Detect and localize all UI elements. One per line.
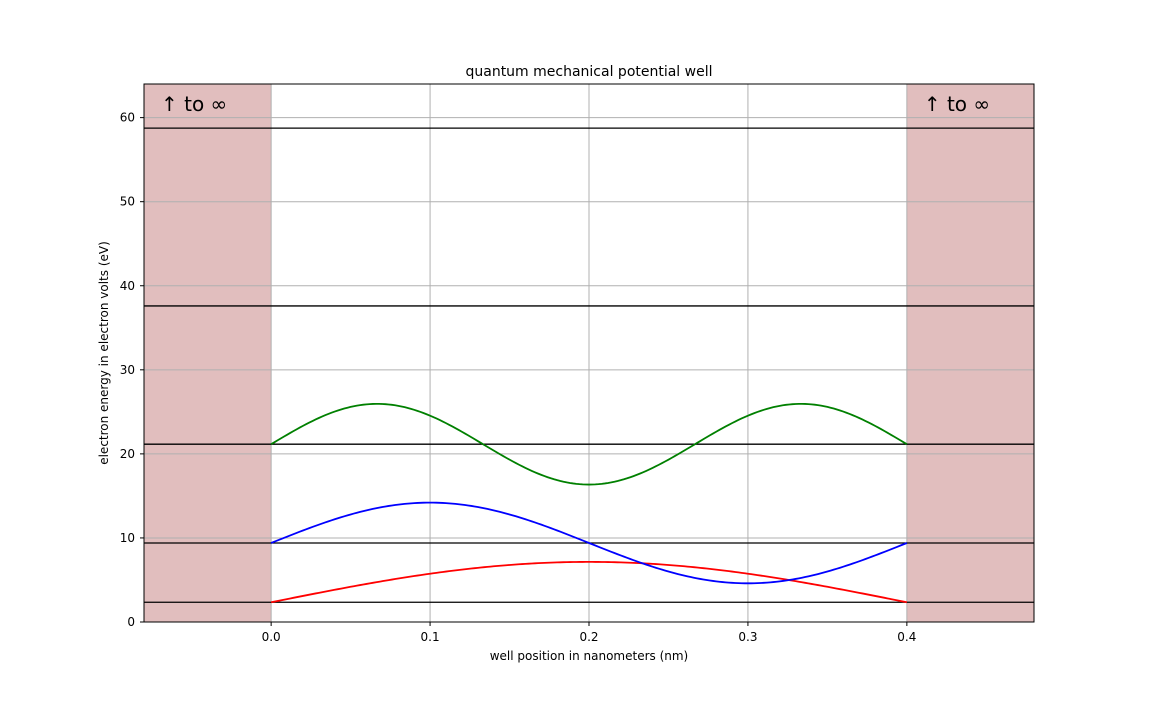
left-wall-label: ↑ to ∞ bbox=[161, 92, 227, 116]
y-tick-label: 0 bbox=[127, 615, 135, 629]
wavefunction-n1 bbox=[270, 561, 908, 604]
wavefunction-n2 bbox=[270, 501, 908, 585]
wavefunction-n3 bbox=[270, 402, 908, 486]
y-tick-label: 30 bbox=[120, 363, 135, 377]
y-tick-label: 50 bbox=[120, 195, 135, 209]
x-axis-label: well position in nanometers (nm) bbox=[490, 649, 689, 663]
x-tick-label: 0.3 bbox=[738, 630, 757, 644]
right-wall-label: ↑ to ∞ bbox=[924, 92, 990, 116]
y-tick-label: 20 bbox=[120, 447, 135, 461]
y-tick-label: 60 bbox=[120, 111, 135, 125]
x-tick-label: 0.4 bbox=[897, 630, 916, 644]
left-wall bbox=[144, 84, 272, 622]
y-tick-label: 10 bbox=[120, 531, 135, 545]
x-tick-label: 0.2 bbox=[579, 630, 598, 644]
chart-title: quantum mechanical potential well bbox=[465, 64, 712, 80]
x-tick-label: 0.0 bbox=[262, 630, 281, 644]
right-wall bbox=[906, 84, 1034, 622]
x-tick-label: 0.1 bbox=[421, 630, 440, 644]
y-tick-label: 40 bbox=[120, 279, 135, 293]
y-axis-label: electron energy in electron volts (eV) bbox=[97, 241, 111, 465]
